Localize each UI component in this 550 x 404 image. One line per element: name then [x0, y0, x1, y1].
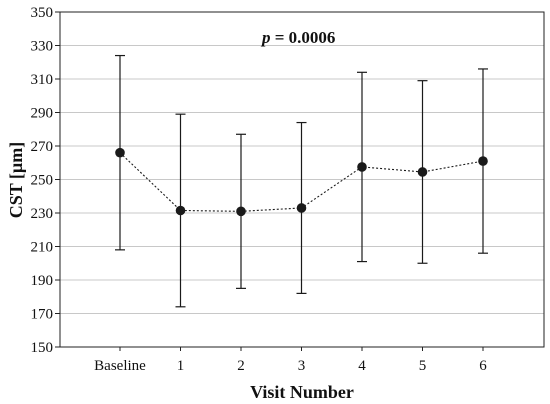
y-tick-label: 230 — [31, 206, 54, 222]
x-tick-label: 3 — [298, 358, 306, 374]
data-point — [175, 205, 186, 216]
y-ticks-layer: 150 170 190 210 230 250 270 290 310 330 350 — [31, 5, 60, 356]
y-tick-label: 290 — [31, 106, 54, 122]
x-tick-label: 6 — [479, 358, 487, 374]
x-tick-label: 5 — [419, 358, 427, 374]
data-point — [478, 156, 488, 166]
data-point — [115, 147, 125, 158]
p-value-annotation: p = 0.0006 — [260, 28, 335, 47]
p-symbol: p — [260, 28, 271, 47]
y-tick-label: 270 — [31, 139, 54, 155]
x-tick-label: 1 — [177, 358, 185, 374]
x-tick-label: 4 — [358, 358, 366, 374]
x-tick-label: Baseline — [94, 358, 146, 374]
y-tick-label: 150 — [31, 340, 54, 356]
y-tick-label: 190 — [31, 273, 54, 289]
y-tick-label: 170 — [31, 307, 54, 323]
x-ticks-layer: Baseline 1 2 3 4 5 6 — [94, 347, 487, 374]
x-tick-label: 2 — [237, 358, 245, 374]
y-tick-label: 350 — [31, 5, 54, 21]
p-value-text: = 0.0006 — [271, 28, 336, 47]
y-tick-label: 330 — [31, 39, 54, 55]
series-layer — [115, 54, 488, 308]
data-point — [296, 203, 307, 213]
data-point — [357, 162, 367, 172]
x-axis-title: Visit Number — [250, 382, 354, 402]
y-tick-label: 310 — [31, 72, 54, 88]
y-axis-title: CST [µm] — [6, 142, 26, 219]
y-tick-label: 250 — [31, 173, 54, 189]
data-point — [236, 206, 246, 217]
y-tick-label: 210 — [31, 240, 54, 256]
data-point — [417, 167, 428, 177]
